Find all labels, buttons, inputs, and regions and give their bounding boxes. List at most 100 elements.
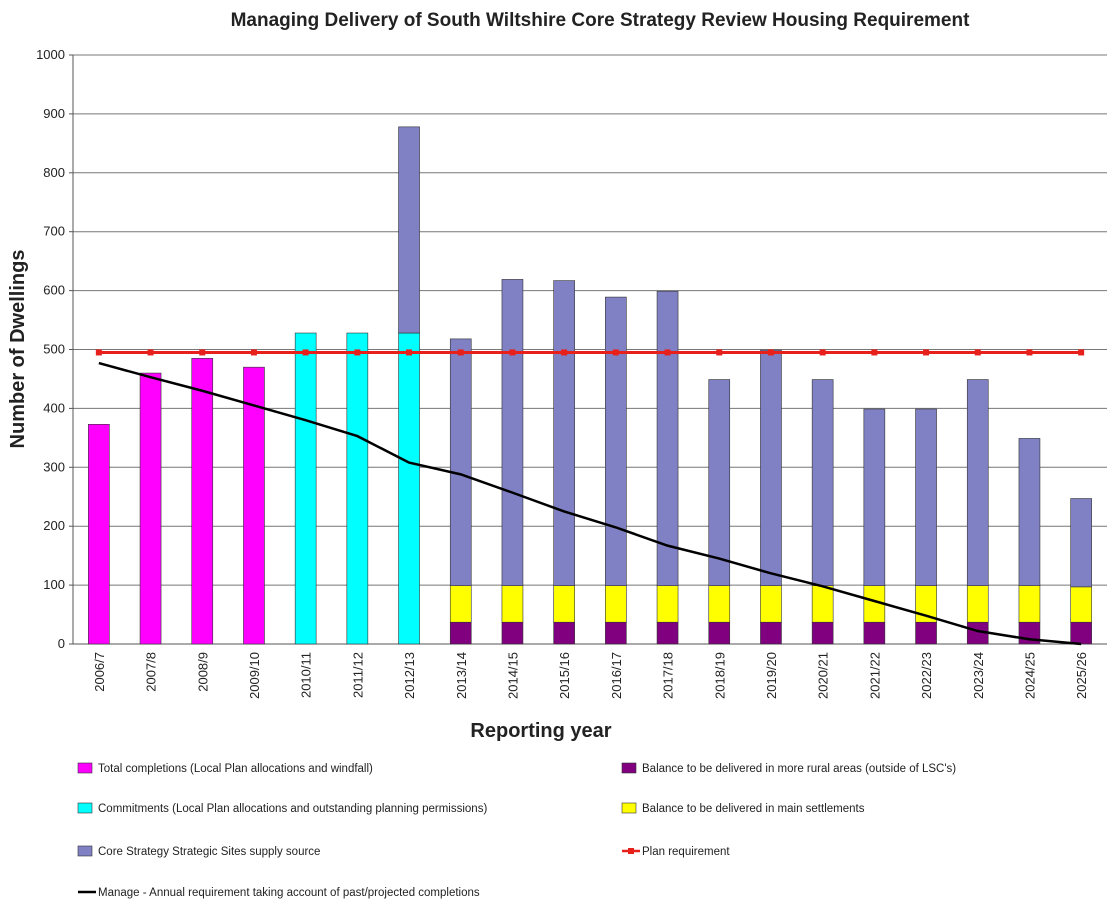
bar-segment: [1018, 438, 1041, 586]
line-marker: [1026, 349, 1033, 356]
bar-segment: [553, 585, 575, 623]
bar-segment: [605, 621, 627, 645]
x-tick-label: 2012/13: [402, 652, 417, 699]
x-tick-label: 2022/23: [919, 652, 934, 699]
x-tick-label: 2020/21: [816, 652, 831, 699]
bar-segment: [760, 349, 782, 586]
x-tick-label: 2019/20: [764, 652, 779, 699]
y-tick-label: 600: [43, 283, 65, 298]
legend-label: Balance to be delivered in main settleme…: [642, 803, 865, 815]
bar-segment: [760, 585, 782, 623]
bar-segment: [760, 621, 782, 645]
x-tick-label: 2013/14: [454, 652, 469, 699]
bar-segment: [863, 621, 886, 645]
legend-label: Plan requirement: [642, 846, 730, 858]
bar-segment: [1070, 621, 1092, 645]
y-tick-label: 700: [43, 224, 65, 239]
line-marker: [871, 349, 878, 356]
bar-segment: [553, 280, 575, 586]
x-tick-label: 2018/19: [712, 652, 727, 699]
line-marker: [716, 349, 723, 356]
line-marker: [612, 349, 619, 356]
y-tick-label: 900: [43, 106, 65, 121]
bar-segment: [449, 621, 472, 645]
bar-segment: [605, 585, 627, 623]
y-axis-label: Number of Dwellings: [7, 250, 29, 449]
y-tick-label: 0: [58, 636, 65, 651]
bar-segment: [915, 621, 937, 645]
bar-segment: [966, 379, 989, 586]
y-tick-label: 100: [43, 577, 65, 592]
x-tick-label: 2009/10: [247, 652, 262, 699]
x-tick-label: 2006/7: [92, 652, 107, 692]
bar-segment: [811, 621, 834, 645]
bar-segment: [398, 126, 420, 334]
line-marker: [509, 349, 516, 356]
line-marker: [767, 349, 774, 356]
bar-segment: [656, 585, 679, 623]
y-tick-label: 800: [43, 165, 65, 180]
bar-segment: [88, 424, 110, 645]
y-tick-label: 300: [43, 459, 65, 474]
bar-segment: [605, 296, 627, 586]
y-tick-label: 500: [43, 342, 65, 357]
bar-segment: [139, 372, 162, 645]
chart-title: Managing Delivery of South Wiltshire Cor…: [231, 10, 971, 31]
legend-swatch: [77, 845, 93, 857]
bar-segment: [1018, 585, 1041, 623]
x-tick-label: 2007/8: [144, 652, 159, 692]
line-marker: [147, 349, 154, 356]
bar-segment: [243, 366, 265, 645]
bar-segment: [449, 338, 472, 586]
legend-label: Balance to be delivered in more rural ar…: [642, 763, 956, 775]
bar-segment: [191, 358, 214, 645]
legend-swatch: [77, 762, 93, 774]
line-marker: [250, 349, 257, 356]
line-marker: [923, 349, 930, 356]
bar-segment: [811, 585, 834, 623]
bar-segment: [501, 585, 524, 623]
bar-segment: [915, 408, 937, 586]
legend-label: Manage - Annual requirement taking accou…: [98, 887, 480, 899]
x-tick-label: 2010/11: [299, 652, 314, 698]
legend-swatch: [621, 762, 637, 774]
bar-segment: [811, 379, 834, 586]
bar-segment: [1070, 586, 1092, 623]
bar-segment: [501, 621, 524, 645]
bar-segment: [553, 621, 575, 645]
bar-segment: [708, 585, 731, 623]
x-tick-label: 2016/17: [609, 652, 624, 699]
bar-segment: [966, 585, 989, 623]
x-tick-label: 2014/15: [505, 652, 520, 699]
x-tick-label: 2021/22: [867, 652, 882, 699]
x-tick-label: 2025/26: [1074, 652, 1089, 699]
x-tick-label: 2008/9: [195, 652, 210, 692]
legend-label: Commitments (Local Plan allocations and …: [98, 803, 487, 815]
bar-segment: [294, 332, 317, 645]
x-tick-label: 2023/24: [971, 652, 986, 699]
line-marker: [1078, 349, 1085, 356]
bar-segment: [398, 332, 420, 645]
x-tick-label: 2024/25: [1022, 652, 1037, 699]
bar-segment: [656, 621, 679, 645]
line-marker: [95, 349, 102, 356]
x-tick-label: 2015/16: [557, 652, 572, 699]
bar-segment: [708, 379, 731, 586]
line-series: [98, 361, 1082, 646]
legend-label: Core Strategy Strategic Sites supply sou…: [98, 846, 320, 858]
y-tick-label: 200: [43, 518, 65, 533]
line-marker: [302, 349, 309, 356]
legend-swatch: [621, 802, 637, 814]
bar-segment: [346, 332, 369, 645]
bar-segment: [708, 621, 731, 645]
line-marker: [354, 349, 361, 356]
line-marker: [664, 349, 671, 356]
legend-swatch: [77, 802, 93, 814]
x-axis-label: Reporting year: [470, 720, 611, 742]
line-marker: [819, 349, 826, 356]
legend-marker: [628, 848, 634, 854]
x-tick-label: 2017/18: [661, 652, 676, 699]
legend-label: Total completions (Local Plan allocation…: [98, 763, 373, 775]
bar-segment: [656, 290, 679, 586]
